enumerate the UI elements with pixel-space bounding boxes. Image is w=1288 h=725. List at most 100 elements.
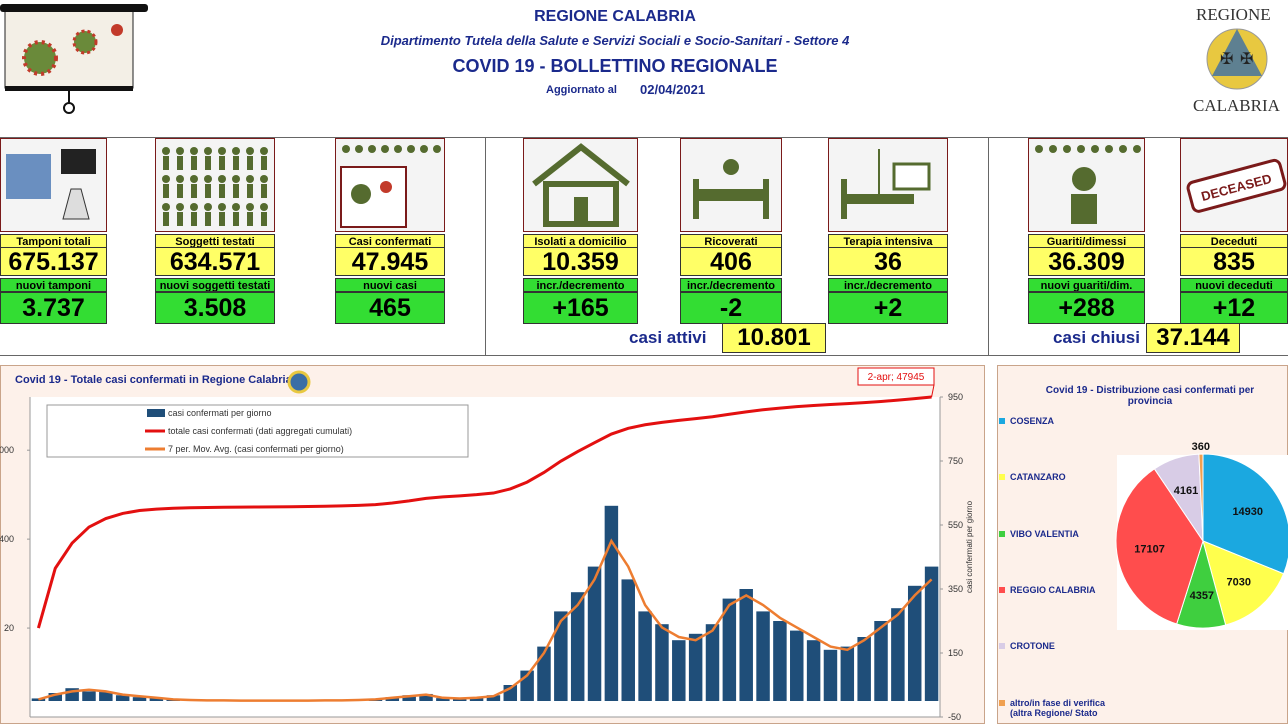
separator	[988, 137, 989, 355]
legend-swatch	[999, 418, 1005, 424]
bar	[419, 693, 433, 701]
icon-art	[340, 145, 441, 228]
card-icon	[155, 138, 275, 232]
bar	[739, 589, 753, 701]
title-emblem	[287, 370, 311, 394]
card-icon: DECEASED	[1180, 138, 1288, 232]
pie-label: 14930	[1232, 506, 1263, 518]
bar	[436, 698, 450, 701]
legend-label: 7 per. Mov. Avg. (casi confermati per gi…	[168, 444, 344, 454]
card-value: 36.309	[1028, 247, 1145, 276]
bar	[773, 621, 787, 701]
left-logo	[0, 4, 148, 114]
legend-label: CATANZARO	[1010, 472, 1066, 483]
card-value: 47.945	[335, 247, 445, 276]
card-sub-value: 3.508	[155, 292, 275, 324]
bar	[705, 624, 720, 701]
bulletin-title: COVID 19 - BOLLETTINO REGIONALE	[452, 56, 778, 76]
bar	[688, 633, 703, 701]
pie-slice	[1202, 540, 1285, 626]
legend-label: altro/in fase di verifica (altra Regione…	[1010, 697, 1106, 718]
legend-swatch	[999, 530, 1005, 537]
card-sub-label: nuovi deceduti	[1180, 278, 1288, 292]
card-value: 675.137	[0, 247, 107, 276]
card-sub-label: incr./decremento	[523, 278, 638, 292]
annotation-box	[857, 367, 935, 386]
y2-tick-label: 150	[948, 648, 963, 658]
card-icon	[680, 138, 782, 232]
icon-art	[162, 147, 268, 226]
card-sub-label: nuovi soggetti testati	[155, 278, 275, 292]
card-sub-label: incr./decremento	[828, 278, 948, 292]
card-value: 10.359	[523, 247, 638, 276]
annotation: 2-apr; 47945	[868, 372, 925, 383]
legend-box	[46, 404, 469, 458]
card-label: Tamponi totali	[0, 234, 107, 248]
icon-art	[6, 149, 96, 220]
bar	[82, 691, 96, 701]
y-tick-label: 20	[4, 623, 14, 633]
bar	[99, 692, 113, 701]
card-icon	[0, 138, 107, 232]
card-sub-label: nuovi tamponi	[0, 278, 107, 292]
region-title: REGIONE CALABRIA	[534, 8, 696, 25]
combo-chart: Covid 19 - Totale casi confermati in Reg…	[0, 365, 985, 724]
pie-slice	[1115, 468, 1204, 625]
y2-tick-label: 950	[948, 392, 963, 402]
card-sub-value: 465	[335, 292, 445, 324]
card-icon	[828, 138, 948, 232]
total-label: casi attivi	[629, 328, 707, 347]
card-sub-value: +288	[1028, 292, 1145, 324]
bar	[756, 611, 770, 701]
legend-label: totale casi confermati (dati aggregati c…	[168, 426, 352, 436]
logo-bottom: CALABRIA	[1193, 96, 1280, 115]
bar	[48, 693, 63, 701]
legend-swatch	[999, 586, 1005, 593]
icon-art	[693, 159, 769, 219]
legend-swatch	[999, 699, 1005, 706]
bar	[722, 598, 737, 701]
bar	[672, 640, 686, 701]
bar	[469, 697, 484, 701]
bar	[823, 649, 838, 701]
card-sub-value: +165	[523, 292, 638, 324]
svg-text:✠: ✠	[1240, 51, 1253, 68]
y2-tick-label: 550	[948, 520, 963, 530]
card-value: 835	[1180, 247, 1288, 276]
emblem: ✠ ✠	[1206, 28, 1268, 90]
bar	[132, 697, 147, 701]
y-tick-label: 400	[0, 534, 14, 544]
legend-label: VIBO VALENTIA	[1010, 528, 1079, 539]
card-label: Isolati a domicilio	[523, 234, 638, 248]
y-tick-label: 000	[0, 445, 14, 455]
pie-label: 4357	[1190, 590, 1214, 602]
legend-label: COSENZA	[1010, 416, 1055, 426]
legend-swatch	[999, 474, 1005, 481]
pie-label: 17107	[1134, 544, 1165, 556]
legend-label: casi confermati per giorno	[168, 408, 272, 418]
y2-tick-label: -50	[948, 712, 961, 722]
bar	[115, 695, 130, 701]
pie-chart: 14930 7030 4357 17107 4161 360	[997, 365, 1288, 724]
bar	[790, 630, 804, 701]
svg-text:✠: ✠	[1220, 51, 1233, 68]
card-sub-value: +2	[828, 292, 948, 324]
card-label: Soggetti testati	[155, 234, 275, 248]
bar	[385, 697, 400, 701]
bar	[486, 695, 501, 701]
bar	[149, 698, 164, 701]
card-sub-label: nuovi guariti/dim.	[1028, 278, 1145, 292]
card-label: Ricoverati	[680, 234, 782, 248]
bar	[857, 637, 871, 701]
bar	[452, 698, 467, 701]
card-value: 36	[828, 247, 948, 276]
y2-tick-label: 350	[948, 584, 963, 594]
bar	[907, 585, 922, 701]
legend-swatch	[999, 643, 1005, 650]
bar	[554, 611, 568, 701]
card-label: Deceduti	[1180, 234, 1288, 248]
card-label: Guariti/dimessi	[1028, 234, 1145, 248]
card-icon	[335, 138, 445, 232]
y2-axis-title: casi confermati per giorno	[965, 500, 974, 593]
card-value: 634.571	[155, 247, 275, 276]
